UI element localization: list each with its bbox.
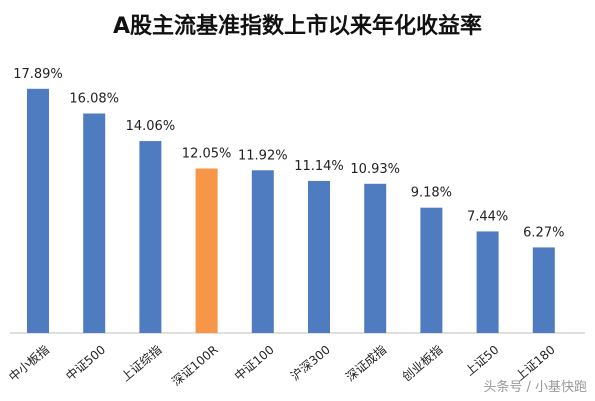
value-label-9: 7.44% bbox=[467, 209, 508, 224]
category-labels-group: 中小板指 中证500 上证综指 深证100R 中证100 沪深300 深证成指 创业板指 上证5… bbox=[6, 342, 558, 389]
bar-7 bbox=[364, 183, 387, 333]
category-label-5: 中证100 bbox=[231, 342, 277, 384]
value-label-7: 10.93% bbox=[350, 162, 400, 177]
bars-group bbox=[27, 88, 555, 334]
category-label-8: 创业板指 bbox=[399, 342, 445, 384]
chart-title: A股主流基准指数上市以来年化收益率 bbox=[112, 14, 483, 39]
bar-8 bbox=[420, 207, 443, 333]
bar-10 bbox=[532, 247, 555, 333]
bar-6 bbox=[308, 180, 330, 333]
category-label-2: 中证500 bbox=[63, 342, 109, 384]
category-label-6: 沪深300 bbox=[288, 343, 333, 384]
value-label-8: 9.18% bbox=[411, 186, 452, 201]
value-label-2: 16.08% bbox=[69, 91, 119, 106]
category-label-3: 上证综指 bbox=[118, 342, 164, 384]
bar-1 bbox=[27, 88, 49, 334]
bar-9 bbox=[476, 231, 499, 333]
category-label-9: 上证50 bbox=[462, 343, 501, 379]
value-label-5: 11.92% bbox=[238, 148, 288, 163]
bar-5 bbox=[251, 170, 274, 333]
bar-4 bbox=[195, 168, 218, 333]
bar-2 bbox=[83, 113, 106, 333]
value-labels-group: 17.89% 16.08% 14.06% 12.05% 11.92% 11.14% 10.9… bbox=[13, 67, 564, 241]
value-label-4: 12.05% bbox=[182, 147, 232, 162]
value-label-3: 14.06% bbox=[126, 119, 176, 134]
bar-3 bbox=[139, 141, 162, 333]
category-label-7: 深证成指 bbox=[343, 342, 389, 384]
category-label-4: 深证100R bbox=[169, 343, 220, 389]
category-label-1: 中小板指 bbox=[6, 342, 52, 384]
value-label-10: 6.27% bbox=[523, 225, 564, 240]
value-label-1: 17.89% bbox=[13, 67, 63, 82]
value-label-6: 11.14% bbox=[294, 159, 344, 174]
watermark: 头条号 / 小基快跑 bbox=[483, 380, 587, 395]
